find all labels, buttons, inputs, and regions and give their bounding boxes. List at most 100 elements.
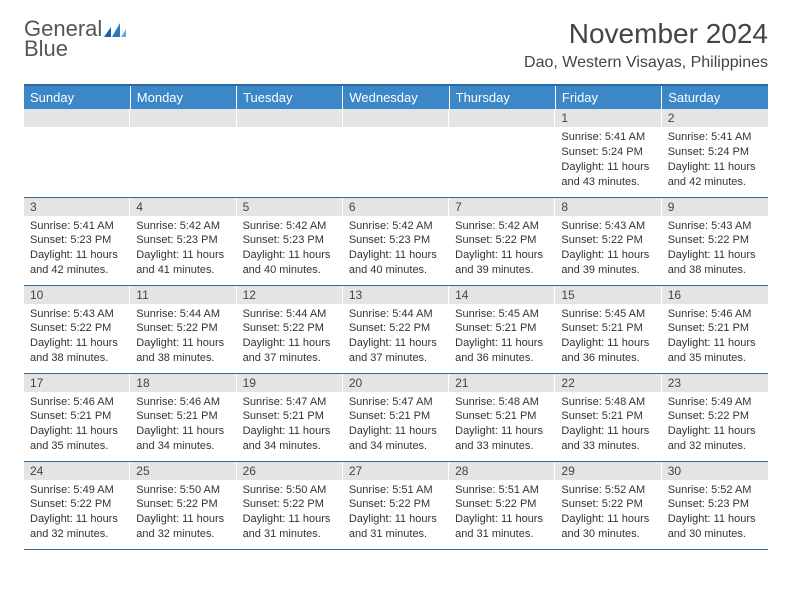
day-number [237,109,343,127]
sunset-text: Sunset: 5:23 PM [349,233,443,248]
calendar-day-cell: 29 Sunrise: 5:52 AMSunset: 5:22 PMDayligh… [555,461,661,549]
sunrise-text: Sunrise: 5:46 AM [668,307,762,322]
daylight-text: Daylight: 11 hours and 32 minutes. [30,512,124,542]
sunset-text: Sunset: 5:22 PM [136,321,230,336]
sunset-text: Sunset: 5:22 PM [561,497,655,512]
daylight-text: Daylight: 11 hours and 30 minutes. [561,512,655,542]
sunrise-text: Sunrise: 5:45 AM [455,307,549,322]
day-content: Sunrise: 5:48 AMSunset: 5:21 PMDaylight:… [449,392,555,458]
calendar-day-cell [449,109,555,197]
calendar-week-row: 1Sunrise: 5:41 AMSunset: 5:24 PMDaylight… [24,109,768,197]
calendar-day-cell: 27Sunrise: 5:51 AMSunset: 5:22 PMDayligh… [343,461,449,549]
title-block: November 2024 Dao, Western Visayas, Phil… [524,18,768,72]
day-number: 29 [555,462,661,480]
calendar-day-cell: 21Sunrise: 5:48 AMSunset: 5:21 PMDayligh… [449,373,555,461]
day-number: 8 [555,198,661,216]
sunset-text: Sunset: 5:24 PM [668,145,762,160]
calendar-day-cell: 22Sunrise: 5:48 AMSunset: 5:21 PMDayligh… [555,373,661,461]
sunset-text: Sunset: 5:21 PM [561,321,655,336]
sunrise-text: Sunrise: 5:47 AM [243,395,337,410]
sunrise-text: Sunrise: 5:50 AM [136,483,230,498]
sunrise-text: Sunrise: 5:52 AM [561,483,655,498]
day-content: Sunrise: 5:47 AMSunset: 5:21 PMDaylight:… [343,392,449,458]
calendar-week-row: 24Sunrise: 5:49 AMSunset: 5:22 PMDayligh… [24,461,768,549]
sunset-text: Sunset: 5:21 PM [243,409,337,424]
sunrise-text: Sunrise: 5:51 AM [455,483,549,498]
calendar-day-cell: 26Sunrise: 5:50 AMSunset: 5:22 PMDayligh… [237,461,343,549]
calendar-day-cell: 30Sunrise: 5:52 AMSunset: 5:23 PMDayligh… [662,461,768,549]
daylight-text: Daylight: 11 hours and 31 minutes. [243,512,337,542]
day-content: Sunrise: 5:45 AMSunset: 5:21 PMDaylight:… [555,304,661,370]
daylight-text: Daylight: 11 hours and 33 minutes. [561,424,655,454]
calendar-day-cell [130,109,236,197]
sunset-text: Sunset: 5:24 PM [561,145,655,160]
calendar-table: Sunday Monday Tuesday Wednesday Thursday… [24,84,768,550]
day-number: 26 [237,462,343,480]
day-number: 14 [449,286,555,304]
day-number: 19 [237,374,343,392]
weekday-header: Wednesday [343,85,449,109]
calendar-day-cell: 12Sunrise: 5:44 AMSunset: 5:22 PMDayligh… [237,285,343,373]
sunrise-text: Sunrise: 5:50 AM [243,483,337,498]
daylight-text: Daylight: 11 hours and 40 minutes. [243,248,337,278]
day-content: Sunrise: 5:44 AMSunset: 5:22 PMDaylight:… [237,304,343,370]
day-number: 9 [662,198,768,216]
calendar-day-cell: 8 Sunrise: 5:43 AMSunset: 5:22 PMDaylight… [555,197,661,285]
sunrise-text: Sunrise: 5:49 AM [668,395,762,410]
day-number: 12 [237,286,343,304]
day-number [24,109,130,127]
day-content: Sunrise: 5:46 AMSunset: 5:21 PMDaylight:… [24,392,130,458]
sunrise-text: Sunrise: 5:46 AM [30,395,124,410]
calendar-day-cell: 15Sunrise: 5:45 AMSunset: 5:21 PMDayligh… [555,285,661,373]
day-content: Sunrise: 5:41 AMSunset: 5:24 PMDaylight:… [662,127,768,193]
calendar-week-row: 17Sunrise: 5:46 AMSunset: 5:21 PMDayligh… [24,373,768,461]
daylight-text: Daylight: 11 hours and 32 minutes. [136,512,230,542]
day-number: 21 [449,374,555,392]
day-content: Sunrise: 5:46 AMSunset: 5:21 PMDaylight:… [130,392,236,458]
day-number [130,109,236,127]
sunset-text: Sunset: 5:21 PM [136,409,230,424]
calendar-day-cell: 24Sunrise: 5:49 AMSunset: 5:22 PMDayligh… [24,461,130,549]
calendar-day-cell: 28Sunrise: 5:51 AMSunset: 5:22 PMDayligh… [449,461,555,549]
daylight-text: Daylight: 11 hours and 39 minutes. [455,248,549,278]
calendar-day-cell: 23Sunrise: 5:49 AMSunset: 5:22 PMDayligh… [662,373,768,461]
day-number: 24 [24,462,130,480]
calendar-header-row: Sunday Monday Tuesday Wednesday Thursday… [24,85,768,109]
sunrise-text: Sunrise: 5:41 AM [561,130,655,145]
sunset-text: Sunset: 5:22 PM [668,409,762,424]
day-content: Sunrise: 5:41 AMSunset: 5:23 PMDaylight:… [24,216,130,282]
day-content: Sunrise: 5:44 AMSunset: 5:22 PMDaylight:… [130,304,236,370]
daylight-text: Daylight: 11 hours and 35 minutes. [30,424,124,454]
calendar-day-cell: 10Sunrise: 5:43 AMSunset: 5:22 PMDayligh… [24,285,130,373]
daylight-text: Daylight: 11 hours and 36 minutes. [455,336,549,366]
weekday-header: Sunday [24,85,130,109]
day-content: Sunrise: 5:44 AMSunset: 5:22 PMDaylight:… [343,304,449,370]
day-number: 4 [130,198,236,216]
calendar-day-cell: 11Sunrise: 5:44 AMSunset: 5:22 PMDayligh… [130,285,236,373]
daylight-text: Daylight: 11 hours and 37 minutes. [243,336,337,366]
sunrise-text: Sunrise: 5:44 AM [349,307,443,322]
sunset-text: Sunset: 5:22 PM [561,233,655,248]
day-number: 15 [555,286,661,304]
daylight-text: Daylight: 11 hours and 34 minutes. [136,424,230,454]
day-content: Sunrise: 5:52 AMSunset: 5:23 PMDaylight:… [662,480,768,546]
calendar-week-row: 3Sunrise: 5:41 AMSunset: 5:23 PMDaylight… [24,197,768,285]
daylight-text: Daylight: 11 hours and 39 minutes. [561,248,655,278]
sunrise-text: Sunrise: 5:43 AM [561,219,655,234]
day-number: 3 [24,198,130,216]
day-number: 2 [662,109,768,127]
sunset-text: Sunset: 5:21 PM [455,321,549,336]
weekday-header: Tuesday [237,85,343,109]
logo: General Blue [24,18,126,60]
calendar-day-cell: 13Sunrise: 5:44 AMSunset: 5:22 PMDayligh… [343,285,449,373]
day-number [449,109,555,127]
daylight-text: Daylight: 11 hours and 40 minutes. [349,248,443,278]
page-header: General Blue November 2024 Dao, Western … [24,18,768,72]
daylight-text: Daylight: 11 hours and 34 minutes. [243,424,337,454]
daylight-text: Daylight: 11 hours and 42 minutes. [30,248,124,278]
daylight-text: Daylight: 11 hours and 38 minutes. [30,336,124,366]
sunrise-text: Sunrise: 5:42 AM [136,219,230,234]
day-number: 25 [130,462,236,480]
calendar-week-row: 10Sunrise: 5:43 AMSunset: 5:22 PMDayligh… [24,285,768,373]
day-number: 30 [662,462,768,480]
